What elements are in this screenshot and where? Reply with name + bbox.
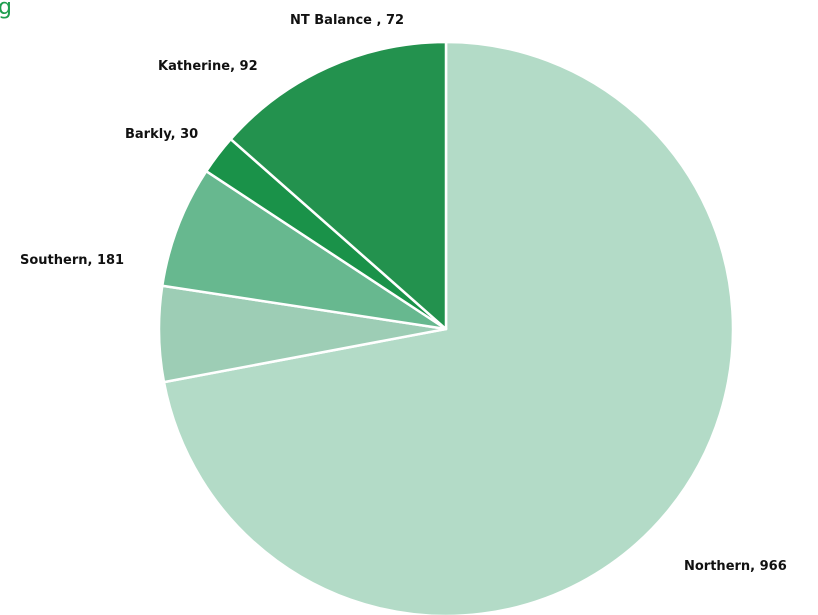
chart-title-fragment: g xyxy=(0,0,12,20)
data-label-barkly: Barkly, 30 xyxy=(125,127,198,142)
data-label-northern: Northern, 966 xyxy=(684,559,787,574)
pie-labels: Northern, 966 NT Balance , 72 Katherine, 9… xyxy=(20,13,787,574)
pie-slice-katherine xyxy=(161,169,448,331)
data-label-nt-balance: NT Balance , 72 xyxy=(290,13,404,28)
pie-slice-northern xyxy=(162,40,735,615)
data-label-southern: Southern, 181 xyxy=(20,253,124,268)
data-label-katherine: Katherine, 92 xyxy=(158,59,258,74)
pie-slice-southern xyxy=(229,40,448,331)
pie-slices xyxy=(157,40,735,615)
